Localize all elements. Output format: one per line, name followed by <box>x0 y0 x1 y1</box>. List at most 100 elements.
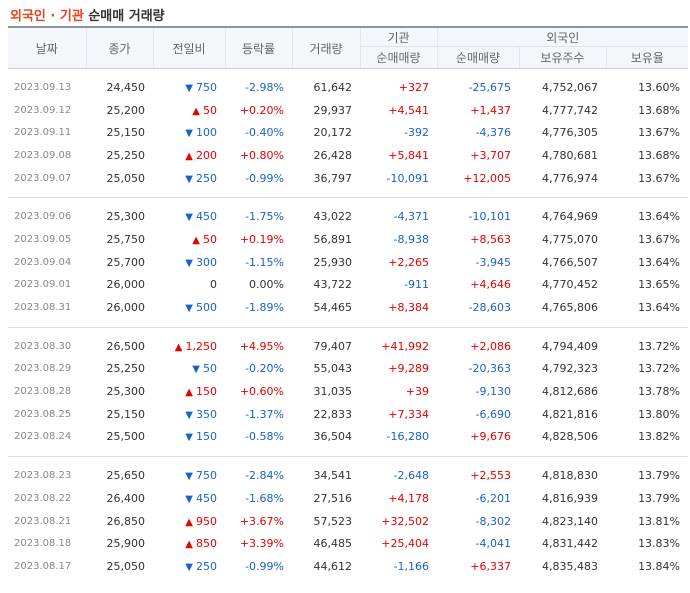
foreign-net-cell: +12,005 <box>463 171 511 185</box>
date-cell: 2023.08.18 <box>14 538 72 550</box>
change-cell: ▼ 300 <box>153 251 225 274</box>
foreign-ratio-cell: 13.72% <box>638 339 681 353</box>
date-cell: 2023.09.04 <box>14 256 72 268</box>
table-row: 2023.08.28 25,300 ▲ 150 +0.60% 31,035 +39 -9,13… <box>8 380 688 403</box>
change-cell: ▼ 750 <box>153 76 225 99</box>
rate-cell: -1.75% <box>245 210 284 224</box>
foreign-shares-cell: 4,777,742 <box>542 103 598 117</box>
close-cell: 26,850 <box>106 514 146 528</box>
inst-net-cell: -10,091 <box>386 171 429 185</box>
foreign-ratio-cell: 13.83% <box>638 537 681 551</box>
close-cell: 25,150 <box>106 126 146 140</box>
rate-cell: +0.80% <box>239 148 284 162</box>
date-cell: 2023.09.13 <box>14 81 72 93</box>
foreign-ratio-cell: 13.65% <box>638 278 681 292</box>
down-arrow-icon: ▼ <box>192 364 200 376</box>
group-gap <box>8 457 688 465</box>
inst-net-cell: +5,841 <box>388 148 429 162</box>
change-cell: ▼ 450 <box>153 487 225 510</box>
header-rate: 등락률 <box>224 26 292 69</box>
foreign-net-cell: -8,302 <box>475 514 511 528</box>
foreign-shares-cell: 4,831,442 <box>542 537 598 551</box>
change-cell: ▼ 100 <box>153 121 225 144</box>
down-arrow-icon: ▼ <box>185 212 193 224</box>
foreign-shares-cell: 4,764,969 <box>542 210 598 224</box>
table-row: 2023.09.13 24,450 ▼ 750 -2.98% 61,642 +327 -25,… <box>8 76 688 99</box>
close-cell: 26,400 <box>106 491 146 505</box>
change-value: 1,250 <box>185 339 218 353</box>
close-cell: 25,900 <box>106 537 146 551</box>
date-cell: 2023.09.08 <box>14 149 72 161</box>
group-gap <box>8 69 688 77</box>
rate-cell: -0.99% <box>245 171 284 185</box>
inst-net-cell: -4,371 <box>393 210 429 224</box>
rate-cell: -0.58% <box>245 430 284 444</box>
foreign-shares-cell: 4,835,483 <box>542 559 598 573</box>
foreign-shares-cell: 4,775,070 <box>542 232 598 246</box>
close-cell: 25,200 <box>106 103 146 117</box>
inst-net-cell: +39 <box>405 385 429 399</box>
title-rest: 순매매 거래량 <box>88 9 165 24</box>
foreign-net-cell: -28,603 <box>468 301 511 315</box>
date-cell: 2023.08.30 <box>14 340 72 352</box>
change-value: 750 <box>196 80 217 94</box>
up-arrow-icon: ▲ <box>185 539 193 551</box>
table-row: 2023.09.04 25,700 ▼ 300 -1.15% 25,930 +2,265 -3… <box>8 251 688 274</box>
foreign-shares-cell: 4,823,140 <box>542 514 598 528</box>
change-value: 950 <box>196 514 217 528</box>
inst-net-cell: +25,404 <box>381 537 429 551</box>
group-divider <box>8 189 689 199</box>
foreign-shares-cell: 4,765,806 <box>542 301 598 315</box>
date-cell: 2023.08.21 <box>14 515 72 527</box>
change-cell: ▲ 50 <box>153 99 225 122</box>
change-value: 50 <box>203 103 217 117</box>
foreign-ratio-cell: 13.60% <box>638 80 681 94</box>
foreign-net-cell: +8,563 <box>470 232 511 246</box>
down-arrow-icon: ▼ <box>185 173 193 185</box>
table-row: 2023.08.23 25,650 ▼ 750 -2.84% 34,541 -2,648 +2… <box>8 464 688 487</box>
close-cell: 26,000 <box>106 278 146 292</box>
foreign-net-cell: +9,676 <box>470 430 511 444</box>
date-cell: 2023.08.23 <box>14 470 72 482</box>
table-row: 2023.09.11 25,150 ▼ 100 -0.40% 20,172 -392 -4,3… <box>8 121 688 144</box>
date-cell: 2023.08.31 <box>14 302 72 314</box>
change-cell: ▲ 950 <box>153 510 225 533</box>
rate-cell: -0.40% <box>245 126 284 140</box>
header-foreign: 외국인 <box>436 26 689 48</box>
header-foreign-ratio: 보유율 <box>605 46 689 69</box>
rate-cell: +0.19% <box>239 232 284 246</box>
change-value: 200 <box>196 148 217 162</box>
change-cell: ▲ 850 <box>153 532 225 555</box>
foreign-net-cell: +6,337 <box>470 559 511 573</box>
rate-cell: +3.67% <box>239 514 284 528</box>
date-cell: 2023.08.29 <box>14 363 72 375</box>
date-cell: 2023.09.05 <box>14 233 72 245</box>
change-cell: ▼ 250 <box>153 555 225 578</box>
rate-cell: +4.95% <box>239 339 284 353</box>
header-institution: 기관 <box>359 26 437 48</box>
volume-cell: 54,465 <box>313 301 353 315</box>
foreign-net-cell: -25,675 <box>468 80 511 94</box>
rate-cell: -0.99% <box>245 559 284 573</box>
table-row: 2023.09.01 26,000 0 0.00% 43,722 -911 +4,646 4,… <box>8 274 688 297</box>
header-close: 종가 <box>85 26 153 69</box>
header-inst-net: 순매매량 <box>359 46 437 69</box>
rate-cell: +3.39% <box>239 537 284 551</box>
change-value: 450 <box>196 491 217 505</box>
close-cell: 25,300 <box>106 385 146 399</box>
foreign-ratio-cell: 13.68% <box>638 103 681 117</box>
inst-net-cell: +4,178 <box>388 491 429 505</box>
change-value: 500 <box>196 301 217 315</box>
foreign-shares-cell: 4,776,974 <box>542 171 598 185</box>
foreign-net-cell: +2,553 <box>470 469 511 483</box>
change-cell: ▲ 1,250 <box>153 335 225 358</box>
close-cell: 25,750 <box>106 232 146 246</box>
foreign-ratio-cell: 13.67% <box>638 126 681 140</box>
volume-cell: 26,428 <box>313 148 353 162</box>
inst-net-cell: -392 <box>404 126 429 140</box>
volume-cell: 43,022 <box>313 210 353 224</box>
foreign-shares-cell: 4,828,506 <box>542 430 598 444</box>
change-value: 250 <box>196 559 217 573</box>
down-arrow-icon: ▼ <box>185 257 193 269</box>
inst-net-cell: +7,334 <box>388 407 429 421</box>
